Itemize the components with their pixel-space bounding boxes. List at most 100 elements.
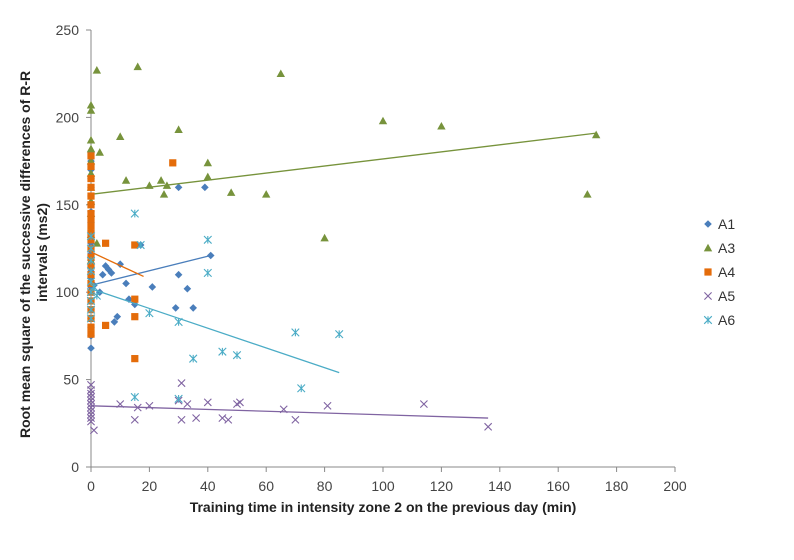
- data-point: [113, 312, 122, 321]
- y-axis-title: Root mean square of the successive diffe…: [17, 67, 50, 438]
- data-point: [87, 410, 95, 419]
- trend-line-a6: [90, 288, 340, 374]
- data-point: [323, 401, 332, 410]
- data-point: [87, 403, 95, 412]
- data-point: [116, 132, 125, 140]
- data-point: [591, 130, 601, 139]
- data-point: [291, 415, 300, 424]
- y-tick-label: 150: [56, 197, 80, 213]
- data-point: [177, 379, 186, 388]
- data-point: [201, 183, 209, 192]
- data-point: [174, 394, 183, 404]
- y-tick-label: 250: [56, 22, 80, 38]
- data-point: [276, 69, 285, 78]
- data-point: [86, 106, 96, 114]
- data-point: [98, 270, 107, 279]
- data-point: [218, 347, 227, 356]
- data-point: [335, 329, 344, 339]
- data-point: [92, 66, 102, 74]
- data-point: [87, 201, 95, 209]
- data-point: [87, 393, 95, 402]
- series-a5: [87, 379, 493, 435]
- data-point: [203, 268, 212, 278]
- data-point: [87, 162, 95, 170]
- data-point: [203, 398, 212, 407]
- x-tick-label: 100: [371, 478, 395, 494]
- data-point: [232, 350, 242, 360]
- data-point: [704, 220, 712, 228]
- data-point: [87, 330, 95, 338]
- data-point: [87, 192, 95, 200]
- data-point: [131, 241, 139, 249]
- series-a1: [87, 148, 215, 352]
- data-point: [174, 125, 183, 133]
- data-point: [87, 400, 95, 409]
- data-point: [189, 304, 197, 312]
- data-point: [121, 176, 131, 184]
- data-point: [183, 284, 192, 293]
- legend-label: A6: [718, 312, 735, 328]
- y-tick-label: 100: [56, 284, 80, 300]
- data-point: [226, 188, 236, 196]
- data-point: [206, 251, 215, 260]
- data-point: [704, 268, 712, 276]
- data-point: [87, 407, 95, 416]
- data-point: [320, 233, 329, 242]
- data-point: [169, 159, 177, 167]
- axes: 0 50 100 150 200 250 0 20 40 60 80 100 120 140 160 180 2…: [56, 22, 687, 494]
- data-point: [130, 209, 139, 218]
- series-a6: [86, 209, 344, 404]
- data-point: [189, 354, 198, 363]
- data-point: [130, 415, 139, 424]
- data-point: [235, 398, 244, 407]
- legend-item-a3: A3: [703, 240, 735, 256]
- data-point: [87, 174, 95, 183]
- data-point: [122, 279, 130, 288]
- x-tick-label: 180: [605, 478, 629, 494]
- series-a3: [86, 62, 601, 265]
- data-point: [203, 235, 212, 244]
- trend-line-a3: [90, 132, 597, 195]
- data-point: [703, 315, 713, 325]
- data-point: [437, 121, 446, 130]
- series-a4: [87, 152, 177, 363]
- data-point: [86, 156, 96, 165]
- trend-line-a4: [90, 251, 144, 278]
- x-tick-label: 140: [488, 478, 512, 494]
- legend-label: A3: [718, 240, 735, 256]
- data-point: [133, 62, 142, 71]
- data-point: [171, 304, 180, 312]
- data-point: [704, 292, 712, 300]
- trend-line-a1: [90, 254, 211, 286]
- data-point: [87, 222, 95, 230]
- data-point: [279, 405, 288, 414]
- data-point: [102, 321, 110, 330]
- x-tick-label: 80: [317, 478, 333, 494]
- data-point: [159, 190, 169, 198]
- data-point: [87, 209, 95, 218]
- data-point: [131, 313, 139, 321]
- data-point: [86, 244, 96, 253]
- x-tick-label: 0: [87, 478, 95, 494]
- data-point: [262, 190, 271, 198]
- legend-label: A1: [718, 216, 735, 232]
- data-point: [218, 414, 227, 423]
- data-point: [145, 181, 154, 189]
- data-point: [703, 243, 713, 252]
- legend-item-a4: A4: [704, 264, 735, 280]
- data-point: [174, 183, 183, 192]
- data-point: [86, 100, 96, 109]
- data-point: [116, 260, 124, 269]
- data-point: [174, 270, 183, 279]
- data-point: [110, 318, 119, 326]
- data-point: [203, 172, 212, 181]
- trend-line-a5: [90, 405, 489, 419]
- data-point: [92, 291, 102, 300]
- data-point: [133, 403, 142, 412]
- x-axis-title: Training time in intensity zone 2 on the…: [190, 499, 577, 515]
- data-point: [131, 295, 139, 303]
- data-point: [291, 328, 300, 337]
- y-axis-title-line-2: intervals (ms2): [34, 203, 50, 302]
- data-point: [183, 400, 192, 409]
